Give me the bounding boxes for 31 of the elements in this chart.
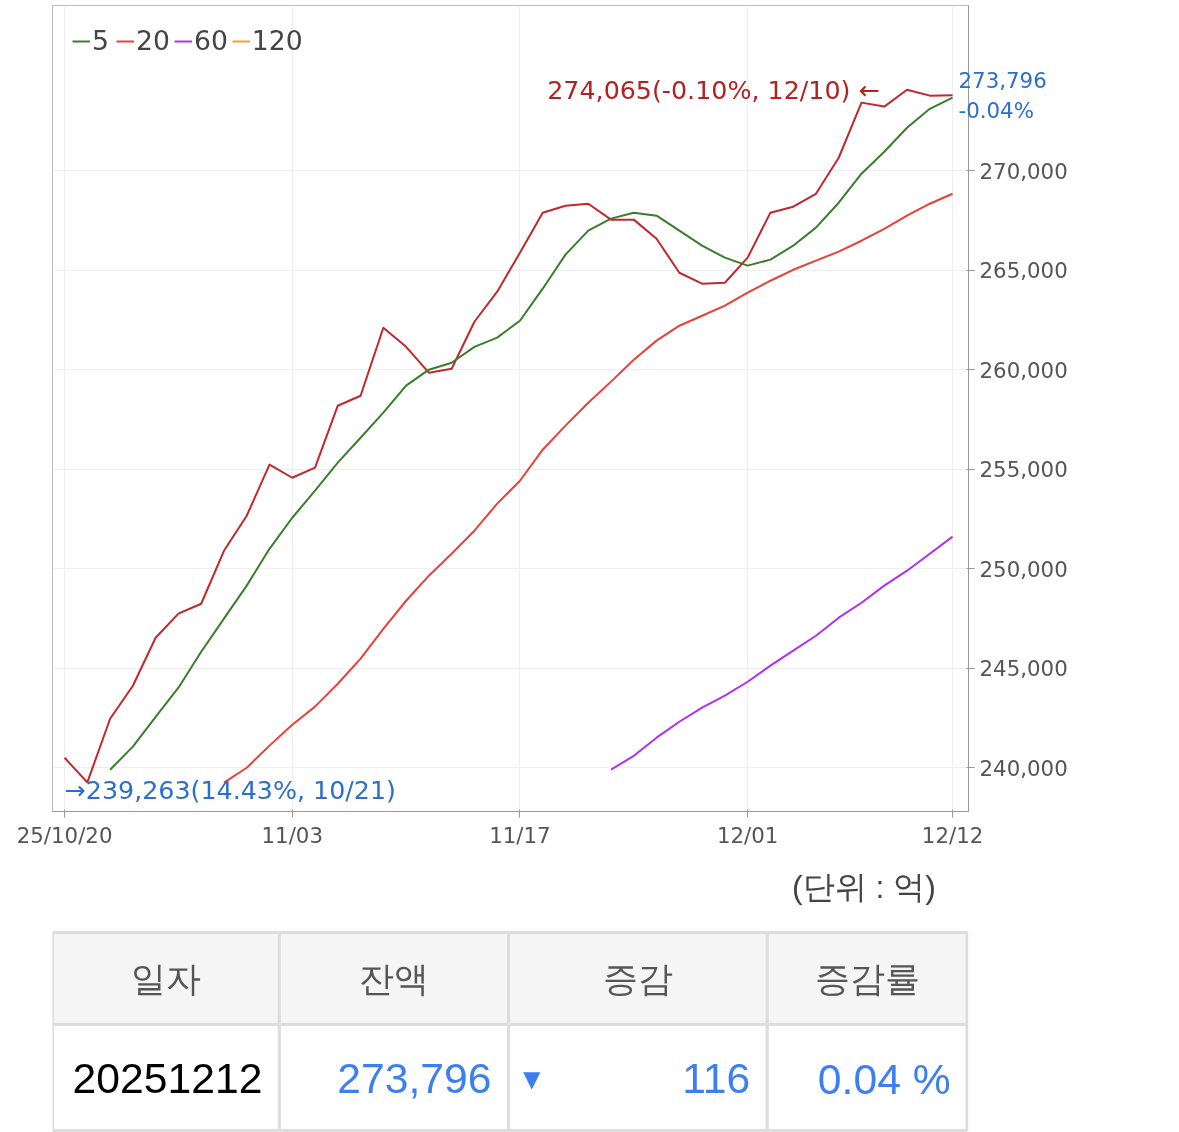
legend-label: 120 [251,25,303,56]
legend-label: 60 [193,25,228,56]
legend-label: 5 [92,25,110,56]
text: 20251212 [72,1054,263,1102]
text: ▼ [517,1062,547,1095]
text: 273,796 [337,1054,492,1102]
text: (단위 : 억) [791,868,936,905]
text: 증감 [602,959,673,998]
x-tick-label: 12/12 [921,822,984,848]
x-tick-label: 11/03 [261,822,323,848]
annotation: 274,065(-0.10%, 12/10) ← [547,74,880,105]
text: 0.04 % [817,1054,951,1103]
text: 잔액 [358,959,429,998]
text: 116 [682,1054,751,1102]
y-tick-label: 250,000 [979,556,1068,582]
y-tick-label: 270,000 [979,158,1068,184]
y-tick-label: 245,000 [979,656,1068,682]
x-tick-label: 25/10/20 [16,822,113,848]
legend-label: 20 [136,25,170,56]
y-tick-label: 265,000 [979,258,1068,284]
annotation: -0.04% [958,97,1034,123]
x-tick-label: 11/17 [489,822,551,848]
line-series [610,535,954,771]
annotation: →239,263(14.43%, 10/21) [64,775,396,806]
x-tick-label: 12/01 [716,822,779,848]
y-tick-label: 255,000 [979,457,1068,483]
y-tick-label: 240,000 [979,755,1068,781]
annotation: 273,796 [958,67,1047,93]
text: 일자 [130,959,201,998]
y-tick-label: 260,000 [979,357,1068,383]
text: 증감률 [814,959,920,998]
